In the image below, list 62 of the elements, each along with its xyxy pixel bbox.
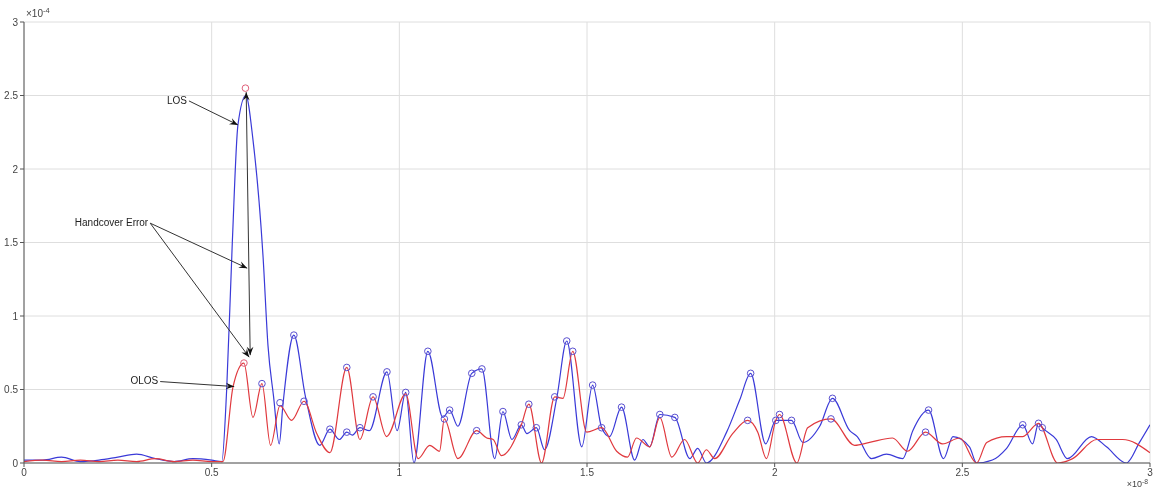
x-tick-label: 3: [1147, 467, 1153, 479]
x-tick-label: 2: [771, 467, 778, 479]
point: [1038, 423, 1047, 432]
point: [787, 416, 796, 425]
point: [921, 428, 930, 436]
point: [588, 381, 597, 389]
y-tick-label: 1.5: [4, 237, 19, 249]
y-tick-label: 2: [12, 163, 19, 175]
point: [467, 369, 476, 378]
point: [342, 363, 351, 372]
point: [445, 406, 454, 414]
annotation: OLOS: [130, 375, 159, 387]
point: [562, 337, 571, 345]
point: [401, 388, 410, 397]
x-tick-label: 1.5: [580, 467, 595, 479]
point: [478, 365, 486, 373]
point: [424, 347, 432, 356]
point: [342, 428, 351, 436]
point: [258, 379, 266, 388]
point: [383, 368, 391, 376]
point: [827, 415, 835, 423]
y-tick-label: 1: [12, 310, 19, 322]
point: [617, 403, 626, 411]
point: [241, 84, 250, 92]
point: [326, 425, 334, 433]
point: [597, 423, 606, 432]
point: [276, 398, 284, 407]
y-tick-label: 3: [12, 16, 19, 28]
y-tick-label: 0.5: [4, 384, 19, 396]
x-tick-label: 1: [396, 467, 403, 479]
y-axis-title: ×10$^{-4}$: [26, 5, 50, 19]
point: [568, 347, 577, 356]
point: [656, 410, 664, 419]
point: [746, 369, 755, 378]
point: [924, 406, 933, 414]
point: [743, 416, 752, 425]
point: [472, 426, 481, 435]
x-axis-title: ×10$^{-8}$: [1126, 477, 1149, 489]
annotation: LOS: [166, 94, 188, 106]
annotation: Handcover Error: [74, 216, 149, 228]
y-tick-label: 2.5: [4, 90, 19, 102]
point: [1018, 420, 1027, 429]
point: [525, 400, 533, 408]
point: [671, 413, 679, 422]
point: [828, 394, 837, 403]
point: [356, 423, 364, 432]
point: [240, 359, 248, 367]
x-tick-label: 0.5: [204, 467, 220, 479]
point: [771, 416, 780, 425]
y-tick-label: 0: [12, 457, 19, 469]
point: [1034, 419, 1043, 428]
point: [499, 407, 507, 416]
point: [440, 415, 449, 423]
point: [532, 423, 541, 432]
point: [369, 393, 377, 401]
point: [517, 420, 526, 429]
point: [550, 393, 559, 401]
point: [300, 397, 308, 406]
point: [775, 410, 784, 419]
point: [290, 331, 298, 339]
x-tick-label: 2.5: [955, 467, 970, 479]
x-tick-label: 0: [21, 467, 28, 479]
